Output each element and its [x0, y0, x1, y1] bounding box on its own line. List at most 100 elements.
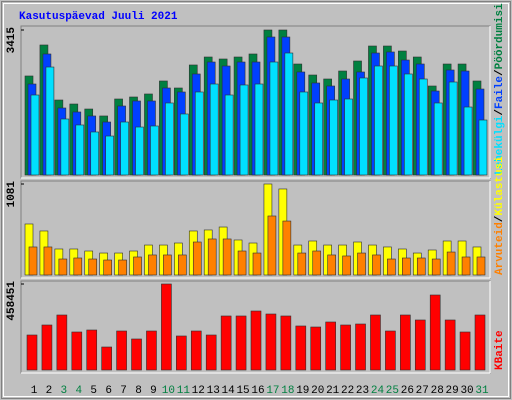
bar — [43, 246, 53, 276]
bar — [56, 314, 68, 371]
bar — [222, 238, 232, 276]
bar — [387, 258, 396, 276]
bar — [329, 99, 338, 176]
bar — [235, 315, 247, 371]
x-tick-label: 15 — [236, 385, 249, 397]
bar — [146, 330, 157, 371]
bar — [344, 98, 353, 176]
bar — [444, 319, 456, 371]
x-tick-label: 19 — [296, 385, 309, 397]
bar — [86, 329, 98, 371]
legend: Arvuteid/Külastusi — [494, 156, 506, 275]
bar — [357, 252, 366, 276]
bar — [474, 314, 486, 371]
bar — [359, 77, 368, 176]
x-tick-label: 18 — [281, 385, 294, 397]
legend-entry: Faile — [494, 76, 506, 109]
legend-separator: / — [494, 215, 506, 222]
bar — [88, 258, 98, 276]
x-tick-label: 17 — [266, 385, 279, 397]
inner-border — [3, 3, 509, 397]
bar — [254, 83, 264, 176]
bar — [178, 254, 187, 276]
x-tick-label: 9 — [150, 385, 157, 397]
bar — [41, 324, 53, 371]
x-tick-label: 31 — [475, 385, 489, 397]
legend-entry: KBaite — [494, 330, 506, 370]
bar — [176, 335, 187, 371]
bar — [402, 257, 411, 276]
bar — [284, 52, 294, 176]
x-tick-label: 7 — [120, 385, 127, 397]
bar — [28, 246, 38, 276]
x-tick-label: 27 — [416, 385, 429, 397]
bar — [165, 102, 174, 176]
bar — [372, 254, 381, 276]
bar — [267, 215, 277, 276]
bar — [280, 315, 292, 371]
bar — [180, 113, 189, 176]
bar — [133, 256, 142, 276]
bar — [161, 283, 172, 371]
bar — [295, 325, 307, 371]
bar — [209, 83, 219, 176]
bar — [224, 94, 234, 176]
bar — [414, 319, 426, 371]
bar — [478, 119, 488, 176]
bar — [340, 324, 351, 371]
legend-entry: Arvuteid — [494, 222, 506, 275]
x-tick-label: 6 — [105, 385, 112, 397]
bar — [190, 330, 202, 371]
bar — [118, 259, 127, 276]
bar — [433, 102, 443, 176]
bar — [73, 257, 83, 276]
x-tick-label: 4 — [75, 385, 82, 397]
bar — [45, 66, 55, 176]
bar — [237, 250, 247, 276]
bar — [312, 250, 322, 276]
bar — [314, 102, 324, 176]
bar — [446, 251, 456, 276]
bar — [116, 330, 127, 371]
bar — [448, 81, 458, 176]
x-tick-label: 13 — [207, 385, 220, 397]
bar — [389, 65, 398, 176]
x-tick-label: 30 — [460, 385, 473, 397]
bar — [103, 259, 112, 276]
x-tick-label: 25 — [386, 385, 399, 397]
x-tick-label: 2 — [46, 385, 53, 397]
x-tick-label: 3 — [61, 385, 68, 397]
bar — [269, 61, 279, 176]
bar — [327, 254, 336, 276]
x-tick-label: 28 — [431, 385, 444, 397]
y-tick-label: 3415 — [6, 27, 18, 54]
bar — [220, 315, 232, 371]
x-tick-label: 12 — [192, 385, 205, 397]
chart-title: Kasutuspäevad Juuli 2021 — [19, 11, 178, 23]
x-tick-label: 5 — [90, 385, 97, 397]
bar — [385, 330, 396, 371]
y-tick-label: 1081 — [6, 181, 18, 208]
bar — [150, 125, 159, 176]
bar — [252, 252, 262, 276]
legend-entry: Pöördumisi — [494, 3, 506, 69]
bar — [75, 124, 85, 176]
x-tick-label: 21 — [326, 385, 340, 397]
bar — [90, 131, 100, 176]
x-tick-label: 11 — [177, 385, 191, 397]
legend-separator: / — [494, 69, 506, 76]
x-tick-label: 14 — [222, 385, 236, 397]
bar — [463, 106, 473, 176]
bar — [194, 91, 204, 176]
bar — [239, 84, 249, 176]
bar — [105, 135, 114, 176]
bar — [429, 294, 441, 371]
bar — [58, 258, 68, 276]
bar — [60, 118, 70, 176]
bar — [404, 73, 413, 176]
bar — [250, 310, 262, 371]
bar — [120, 121, 129, 176]
bar — [374, 65, 383, 176]
x-tick-label: 22 — [341, 385, 354, 397]
bar — [131, 338, 142, 371]
